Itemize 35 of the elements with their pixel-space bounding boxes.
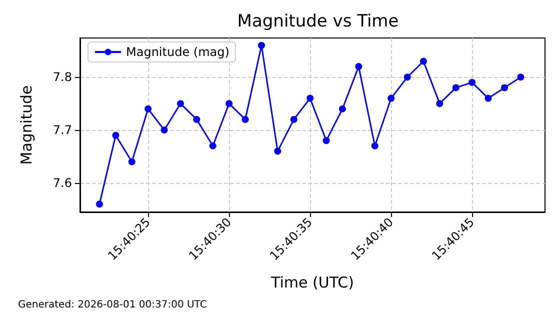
point: [388, 94, 395, 102]
point: [176, 100, 184, 108]
y-tick-label: 7.7: [52, 123, 72, 138]
point: [128, 158, 136, 166]
point: [160, 126, 168, 134]
point: [96, 200, 103, 208]
point: [112, 132, 120, 139]
point: [371, 142, 378, 150]
point: [193, 116, 200, 123]
point: [468, 78, 476, 86]
point: [242, 116, 249, 123]
point: [274, 148, 282, 155]
point: [404, 74, 411, 81]
point: [144, 105, 152, 112]
point: [500, 84, 508, 92]
point: [452, 84, 460, 92]
point: [436, 100, 444, 108]
point: [226, 100, 233, 108]
text: Generated: 2026-08-01 00:37:00 UTC: [18, 300, 207, 310]
point: [209, 142, 216, 150]
point: [338, 105, 346, 112]
point: [306, 94, 314, 102]
point: [484, 94, 492, 102]
y-axis-title: Magnitude: [18, 85, 36, 165]
point: [290, 116, 298, 123]
chart-title: Magnitude vs Time: [237, 12, 399, 32]
legend-label: Magnitude (mag): [126, 45, 230, 59]
y-tick-label: 7.8: [52, 70, 72, 84]
point: [258, 42, 265, 49]
point: [355, 63, 362, 70]
y-tick-label: 7.6: [52, 176, 72, 190]
point: [420, 58, 427, 65]
x-axis-title: Time (UTC): [270, 274, 354, 292]
point: [322, 137, 330, 144]
point: [517, 74, 524, 81]
